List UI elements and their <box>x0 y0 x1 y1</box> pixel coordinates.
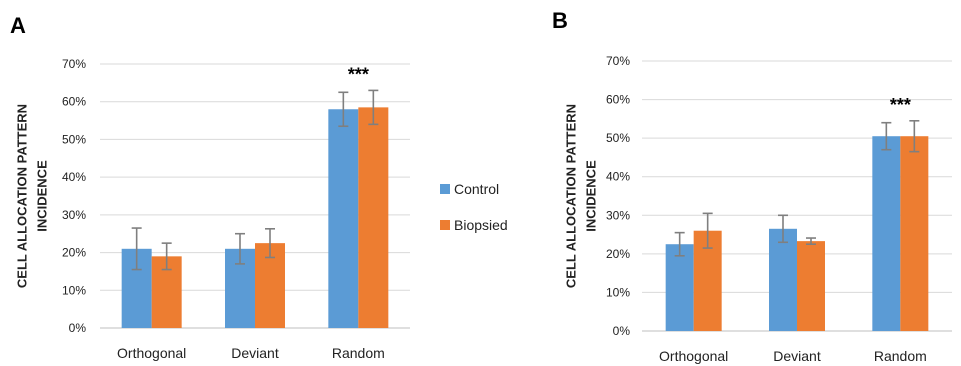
panel-label-b: B <box>552 8 568 33</box>
y-tick-label: 20% <box>62 246 86 260</box>
bar-control <box>665 244 694 331</box>
y-tick-label: 60% <box>62 95 86 109</box>
bar-control <box>769 228 797 331</box>
legend-swatch-control <box>440 184 450 194</box>
y-tick-label: 50% <box>62 132 86 146</box>
y-axis-label: CELL ALLOCATION PATTERN <box>563 104 578 288</box>
y-axis-label: INCIDENCE <box>583 160 598 232</box>
y-tick-label: 70% <box>62 57 86 71</box>
significance-marker: *** <box>348 64 369 84</box>
y-tick-label: 70% <box>606 54 630 68</box>
bar-control <box>872 136 901 331</box>
y-tick-label: 50% <box>606 131 630 145</box>
y-tick-label: 40% <box>62 170 86 184</box>
x-tick-label: Orthogonal <box>117 345 186 361</box>
legend: Control Biopsied <box>440 181 508 233</box>
significance-marker: *** <box>890 95 911 115</box>
legend-swatch-biopsied <box>440 220 450 230</box>
y-axis-label: INCIDENCE <box>34 160 49 232</box>
bar-biopsied <box>797 241 825 331</box>
x-tick-label: Random <box>874 348 927 364</box>
y-tick-label: 20% <box>606 247 630 261</box>
y-axis-label: CELL ALLOCATION PATTERN <box>14 104 29 288</box>
y-tick-label: 0% <box>613 324 631 338</box>
panel-label-a: A <box>10 13 26 38</box>
bar-biopsied <box>900 136 929 331</box>
chart-panel-b: 0% 10% 20% 30% 40% 50% 60% 70% CELL ALLOCATION P… <box>563 54 952 364</box>
y-tick-label: 40% <box>606 170 630 184</box>
y-tick-label: 30% <box>606 208 630 222</box>
bar-biopsied <box>358 107 389 328</box>
bar-control <box>328 109 359 328</box>
y-tick-label: 30% <box>62 208 86 222</box>
legend-label-control: Control <box>454 181 499 197</box>
y-tick-label: 60% <box>606 93 630 107</box>
y-tick-label: 10% <box>606 285 630 299</box>
x-tick-label: Orthogonal <box>659 348 728 364</box>
x-tick-label: Deviant <box>773 348 821 364</box>
y-tick-label: 10% <box>62 283 86 297</box>
legend-label-biopsied: Biopsied <box>454 217 508 233</box>
y-tick-label: 0% <box>69 321 87 335</box>
chart-panel-a: 0% 10% 20% 30% 40% 50% 60% 70% CELL ALLOCATION P… <box>14 57 410 361</box>
x-tick-label: Random <box>332 345 385 361</box>
x-tick-label: Deviant <box>231 345 279 361</box>
